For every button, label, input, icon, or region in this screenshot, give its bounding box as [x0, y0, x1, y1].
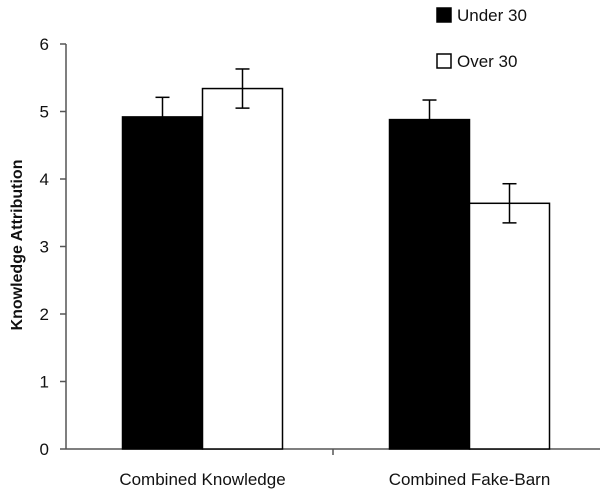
y-tick-label: 0 [40, 440, 49, 459]
legend: Under 30 Over 30 [436, 6, 527, 71]
y-tick-label: 4 [40, 170, 49, 189]
bar [388, 118, 471, 450]
bars [121, 87, 551, 450]
category-label: Combined Fake-Barn [389, 470, 551, 489]
bar [468, 202, 551, 450]
y-tick-labels: 0 1 2 3 4 5 6 [40, 35, 49, 459]
bar [201, 87, 284, 450]
category-label: Combined Knowledge [119, 470, 285, 489]
y-tick-label: 2 [40, 305, 49, 324]
bar [121, 116, 204, 450]
y-tick-label: 6 [40, 35, 49, 54]
legend-swatch [436, 7, 452, 23]
legend-label: Over 30 [457, 52, 517, 71]
legend-swatch [436, 53, 452, 69]
y-axis-label: Knowledge Attribution [9, 160, 26, 331]
error-bars [155, 68, 517, 224]
y-tick-label: 3 [40, 238, 49, 257]
category-labels: Combined Knowledge Combined Fake-Barn [119, 470, 550, 489]
y-tick-label: 1 [40, 373, 49, 392]
legend-label: Under 30 [457, 6, 527, 25]
y-tick-label: 5 [40, 103, 49, 122]
